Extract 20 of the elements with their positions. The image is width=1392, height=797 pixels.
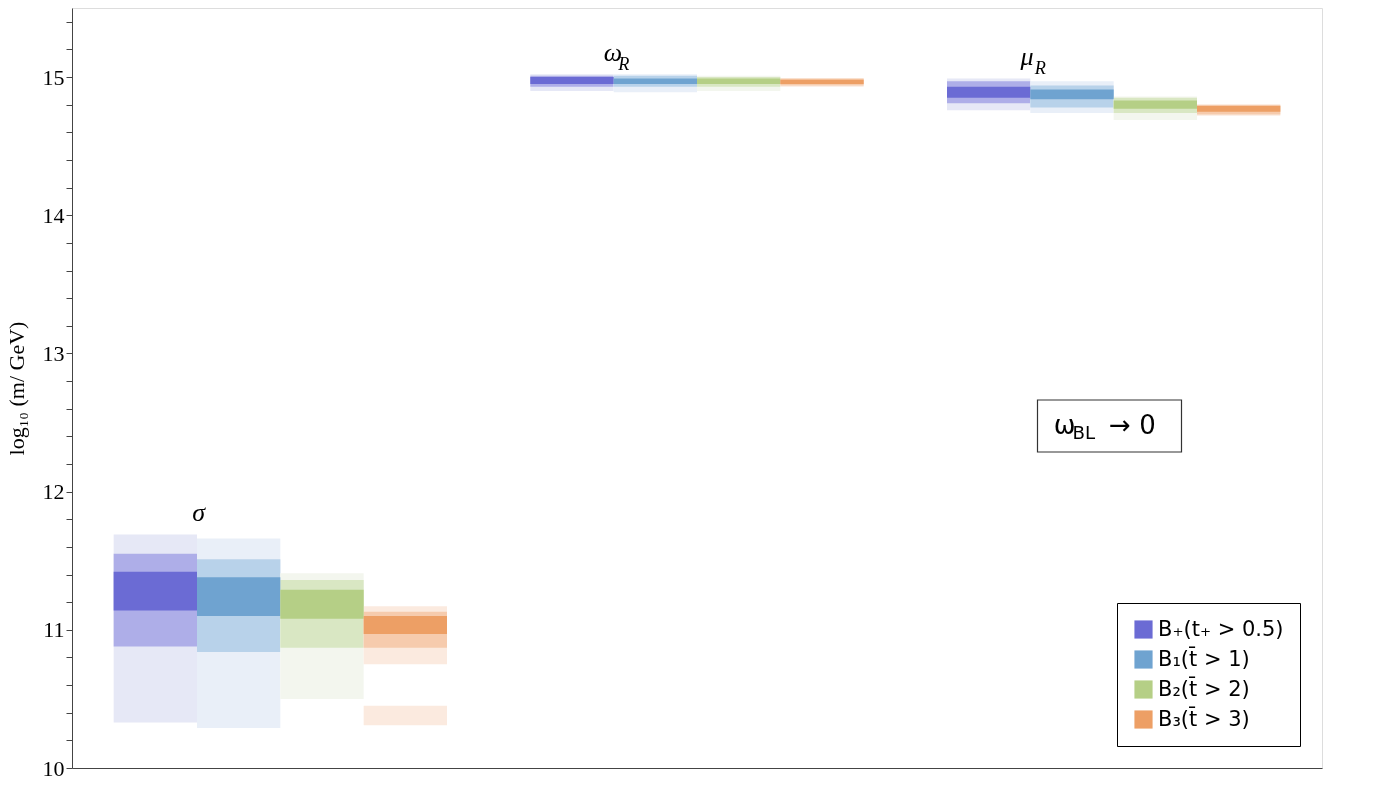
y-axis-title: log₁₀ (m/ GeV)	[3, 321, 29, 456]
legend-label: B₁(t̄ > 1)	[1158, 645, 1250, 671]
bar	[113, 571, 197, 611]
bar	[1030, 89, 1114, 100]
y-tick-label: 12	[42, 479, 65, 505]
bar	[363, 616, 447, 634]
bar	[947, 86, 1031, 98]
legend-label: B₊(t₊ > 0.5)	[1158, 616, 1284, 641]
x-tick-label: σ	[192, 498, 207, 528]
y-tick-label: 11	[43, 617, 65, 643]
legend-label: B₃(t̄ > 3)	[1158, 705, 1250, 731]
y-tick-label: 13	[42, 340, 65, 366]
legend-label: B₂(t̄ > 2)	[1158, 675, 1250, 701]
y-tick-label: 14	[42, 202, 65, 228]
y-tick-label: 15	[42, 64, 65, 90]
y-tick-label: 10	[42, 755, 65, 781]
bar	[363, 705, 447, 726]
bar	[280, 589, 364, 619]
bar	[1113, 100, 1197, 109]
bar	[197, 577, 281, 616]
